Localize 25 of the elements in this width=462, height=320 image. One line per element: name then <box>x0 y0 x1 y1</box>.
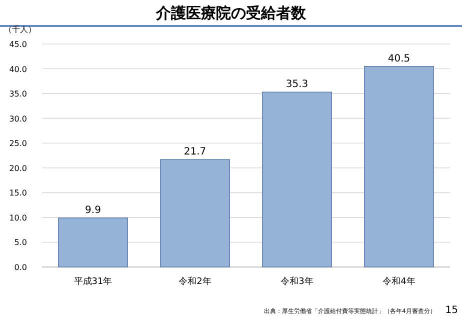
y-tick-label: 20.0 <box>9 164 27 173</box>
text: 15 <box>445 305 458 316</box>
y-tick-label: 10.0 <box>9 213 27 222</box>
x-tick-label: 平成31年 <box>74 276 112 287</box>
x-tick-label: 令和4年 <box>382 276 416 287</box>
y-tick-label: 35.0 <box>9 90 27 99</box>
data-label: 35.3 <box>286 79 308 90</box>
y-tick-label: 0.0 <box>14 263 27 272</box>
y-tick-label: 30.0 <box>9 114 27 124</box>
y-axis-title: （千人） <box>4 25 36 34</box>
y-tick-label: 25.0 <box>9 139 27 148</box>
data-label: 21.7 <box>184 146 206 158</box>
bar <box>364 66 434 268</box>
x-tick-label: 令和2年 <box>178 276 212 287</box>
data-label: 40.5 <box>388 53 410 64</box>
y-tick-label: 15.0 <box>9 188 27 198</box>
y-tick-label: 40.0 <box>9 64 27 74</box>
bar <box>160 159 230 268</box>
y-tick-label: 5.0 <box>14 238 27 248</box>
x-tick-label: 令和3年 <box>280 276 314 287</box>
bar <box>58 218 128 268</box>
data-label: 9.9 <box>85 204 101 216</box>
y-tick-label: 45.0 <box>9 40 27 49</box>
chart-title: 介護医療院の受給者数 <box>155 4 307 22</box>
bar <box>262 92 332 268</box>
